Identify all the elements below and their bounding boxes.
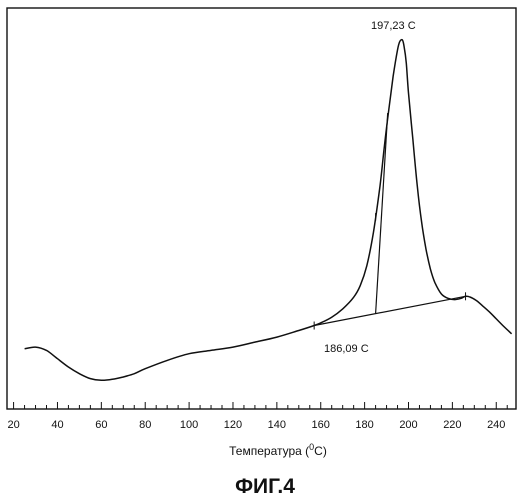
x-tick-label-220: 220 (443, 419, 461, 431)
x-tick-label-60: 60 (95, 419, 107, 431)
x-axis-ticks (14, 402, 508, 409)
x-tick-label-120: 120 (224, 419, 242, 431)
curve-group (25, 40, 512, 381)
x-tick-label-40: 40 (51, 419, 63, 431)
dsc-curve (25, 40, 512, 381)
x-tick-label-140: 140 (268, 419, 286, 431)
x-tick-label-160: 160 (312, 419, 330, 431)
x-axis-label-base: Температура ( (229, 444, 309, 458)
baseline-tangent-line (314, 296, 465, 325)
peak-temperature-label: 197,23 C (371, 20, 416, 32)
x-tick-label-180: 180 (355, 419, 373, 431)
figure-caption: ФИГ.4 (235, 475, 295, 498)
x-axis-label-unit: C) (314, 444, 327, 458)
onset-line (376, 113, 388, 314)
x-axis-tick-labels: 20 40 60 80 100 120 140 160 180 200 220 240 (7, 419, 505, 431)
x-tick-label-20: 20 (7, 419, 19, 431)
onset-temperature-label: 186,09 C (324, 343, 369, 355)
x-tick-label-100: 100 (180, 419, 198, 431)
plot-frame (7, 8, 516, 409)
x-tick-label-200: 200 (399, 419, 417, 431)
x-tick-label-80: 80 (139, 419, 151, 431)
x-tick-label-240: 240 (487, 419, 505, 431)
x-axis-label: Температура (0C) (229, 442, 327, 458)
